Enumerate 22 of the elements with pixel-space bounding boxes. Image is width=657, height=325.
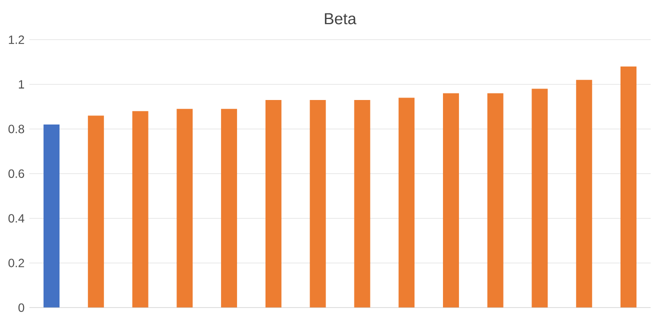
y-tick-label: 0.4 xyxy=(8,214,24,223)
bar xyxy=(620,66,636,308)
bar xyxy=(576,80,592,308)
y-tick-label: 1.2 xyxy=(8,35,24,44)
bar xyxy=(310,100,326,308)
y-tick-label: 0.2 xyxy=(8,258,24,268)
y-tick-label: 0.6 xyxy=(8,169,24,178)
y-tick-label: 0 xyxy=(18,303,24,312)
bar xyxy=(88,116,104,308)
bar xyxy=(398,98,415,308)
bar xyxy=(221,108,238,308)
bar xyxy=(532,88,548,308)
y-tick-label: 1 xyxy=(18,80,24,88)
chart-title: Beta xyxy=(324,13,356,24)
bar xyxy=(132,111,148,308)
bar xyxy=(265,100,282,308)
bar xyxy=(487,93,504,308)
y-tick-label: 0.8 xyxy=(8,124,24,134)
bar xyxy=(44,124,60,308)
bar xyxy=(354,100,370,308)
bar xyxy=(176,108,193,308)
bar xyxy=(442,93,459,308)
